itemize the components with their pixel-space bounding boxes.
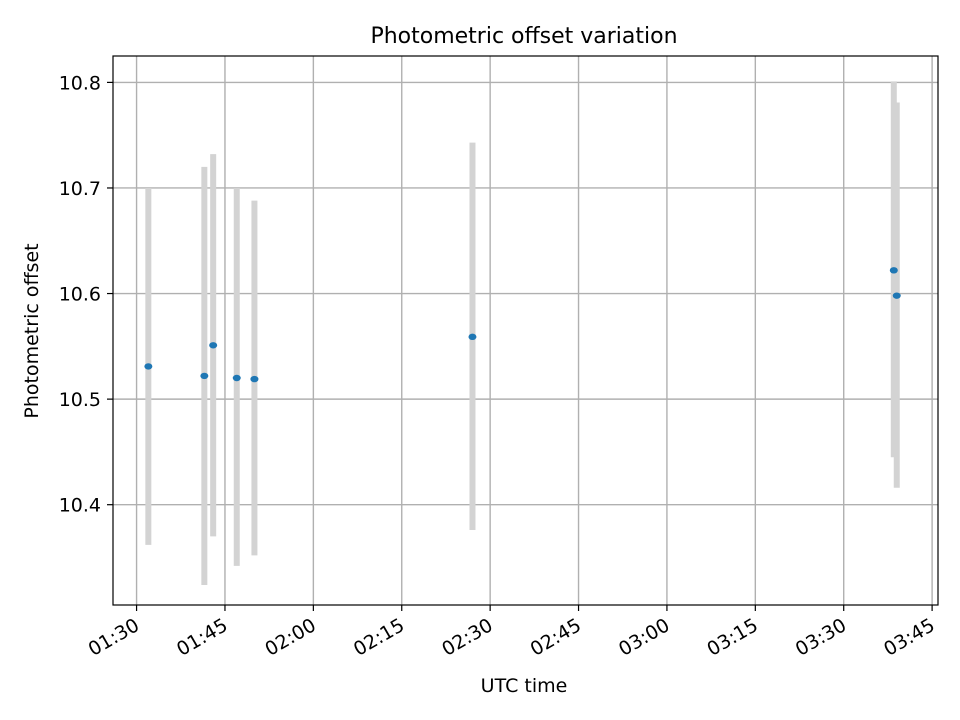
data-point: [250, 375, 259, 383]
y-tick-label: 10.7: [59, 178, 101, 200]
y-axis-label: Photometric offset: [21, 243, 43, 418]
y-tick-label: 10.6: [59, 284, 101, 306]
data-points: [144, 267, 901, 383]
data-point: [144, 363, 153, 370]
y-tick-label: 10.5: [59, 389, 101, 411]
data-point: [209, 342, 218, 349]
grid: [113, 56, 938, 605]
data-point: [468, 333, 477, 341]
chart-title: Photometric offset variation: [370, 24, 677, 49]
data-point: [200, 372, 209, 380]
x-axis-label: UTC time: [481, 675, 568, 697]
data-point: [892, 292, 901, 299]
data-point: [232, 374, 241, 382]
y-tick-label: 10.8: [59, 72, 101, 94]
data-point: [889, 267, 898, 274]
y-tick-label: 10.4: [59, 495, 101, 517]
plot-frame: [112, 55, 939, 606]
